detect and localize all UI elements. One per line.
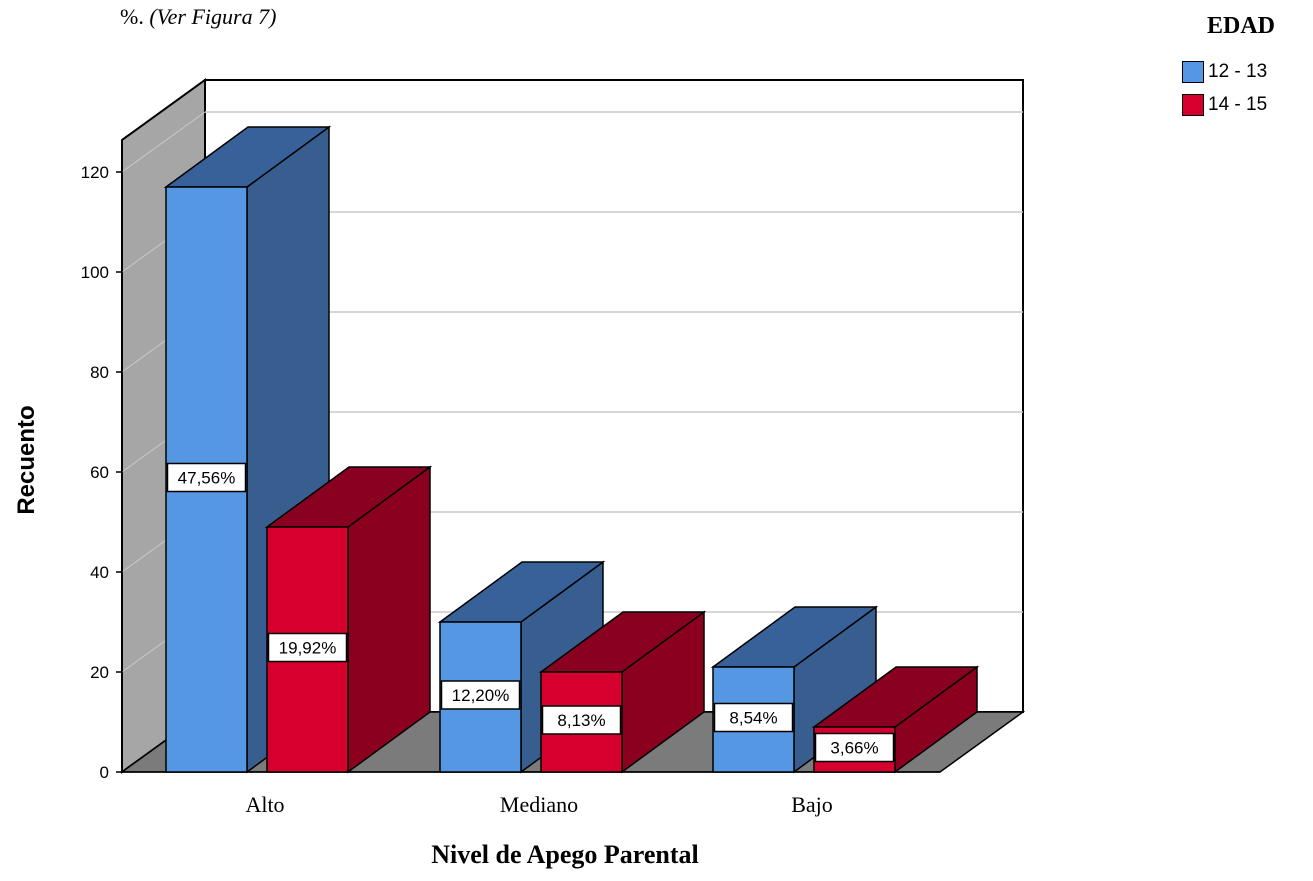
x-tick-label: Mediano	[500, 792, 578, 817]
data-label: 19,92%	[279, 639, 337, 658]
data-label: 12,20%	[452, 686, 510, 705]
data-label-box	[440, 680, 521, 710]
legend-title: EDAD	[1207, 13, 1276, 39]
x-axis-label: Nivel de Apego Parental	[431, 840, 699, 869]
legend-item-series-0: 12 - 13	[1182, 58, 1267, 86]
data-labels: 47,56% 19,92% 12,20% 8,13% 8,54% 3,66%	[166, 462, 895, 763]
y-tick-label: 60	[90, 463, 109, 482]
data-label: 8,54%	[729, 709, 777, 728]
y-axis-label: Recuento	[13, 405, 40, 515]
caption: %. (Ver Figura 7)	[120, 4, 276, 30]
legend-swatch	[1182, 94, 1204, 116]
data-label-box	[713, 702, 794, 733]
y-tick-label: 40	[90, 563, 109, 582]
legend-label: 14 - 15	[1208, 94, 1268, 115]
y-axis: 0 20 40 60 80 100 120	[81, 148, 940, 782]
legend-label: 12 - 13	[1208, 61, 1268, 82]
y-tick-label: 0	[100, 763, 109, 782]
legend-item-series-1: 14 - 15	[1182, 91, 1267, 119]
data-label-box	[166, 462, 247, 493]
gridline-side	[121, 111, 206, 173]
data-label: 3,66%	[830, 739, 878, 758]
x-axis: Alto Mediano Bajo	[245, 792, 832, 817]
y-tick-label: 120	[81, 163, 109, 182]
legend-swatch	[1182, 61, 1204, 83]
bars	[163, 125, 980, 774]
data-label: 8,13%	[557, 711, 605, 730]
data-label-box	[541, 705, 622, 735]
x-tick-label: Alto	[245, 792, 284, 817]
y-tick-label: 20	[90, 663, 109, 682]
x-tick-label: Bajo	[791, 792, 833, 817]
bar-alto-1	[264, 465, 433, 774]
caption-reference: (Ver Figura 7)	[149, 4, 277, 29]
data-label-box	[267, 632, 348, 663]
data-label: 47,56%	[178, 469, 236, 488]
y-tick-label: 100	[81, 263, 109, 282]
caption-prefix: %.	[120, 4, 150, 29]
data-label-box	[814, 732, 895, 763]
y-tick-label: 80	[90, 363, 109, 382]
